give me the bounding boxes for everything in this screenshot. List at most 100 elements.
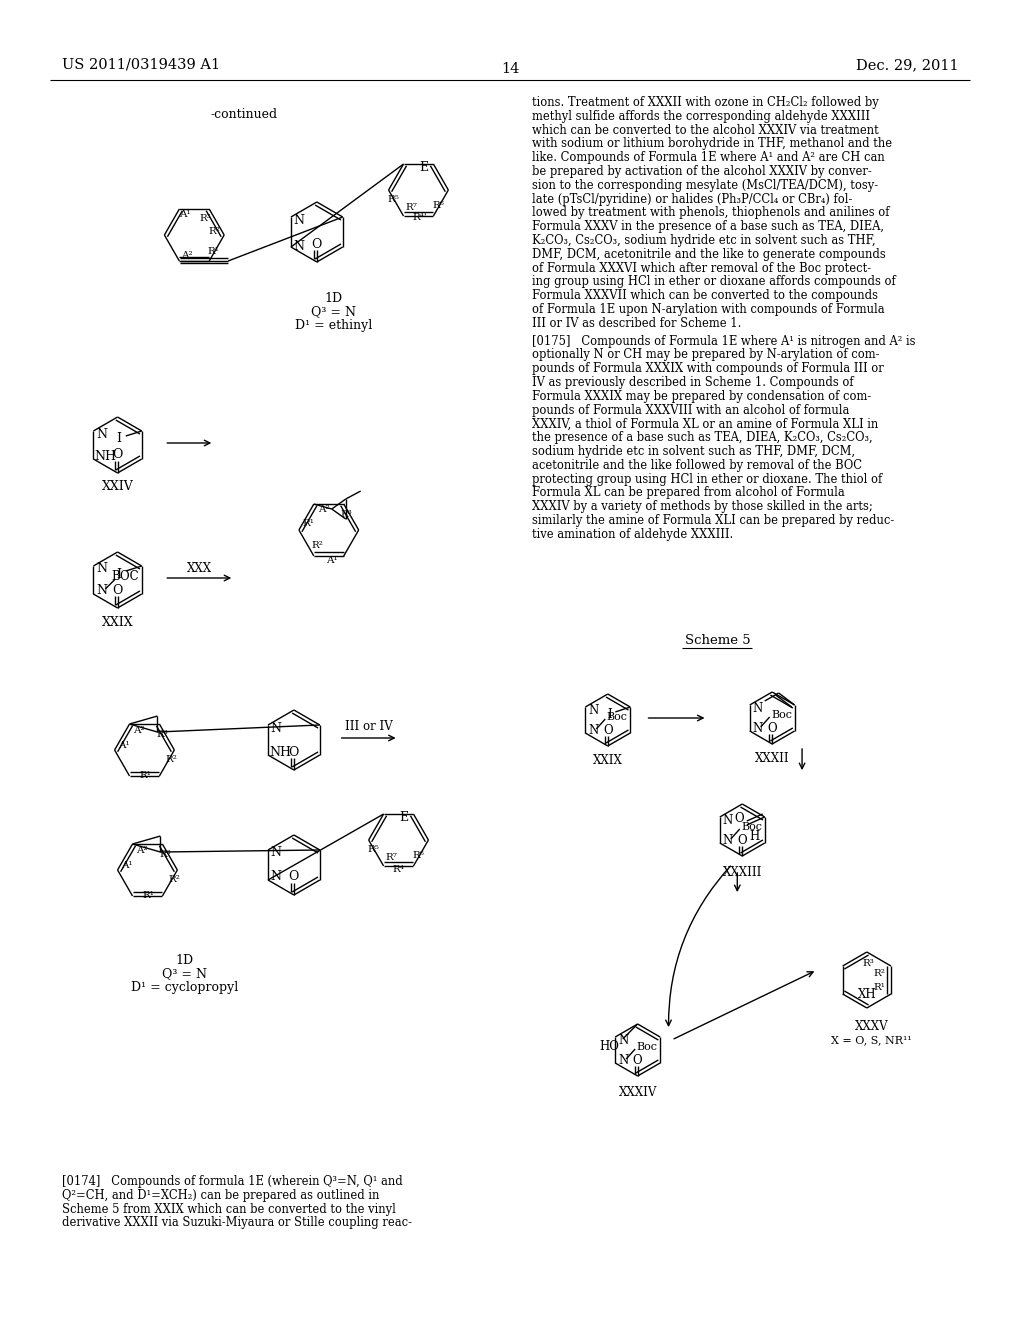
Text: [0175]   Compounds of Formula 1E where A¹ is nitrogen and A² is: [0175] Compounds of Formula 1E where A¹ … [532, 334, 915, 347]
Text: Q²=CH, and D¹=XCH₂) can be prepared as outlined in: Q²=CH, and D¹=XCH₂) can be prepared as o… [61, 1189, 379, 1201]
Text: R⁴: R⁴ [392, 866, 404, 874]
Text: N: N [618, 1034, 629, 1047]
Text: O: O [737, 833, 748, 846]
Text: R⁵: R⁵ [368, 846, 380, 854]
Text: R²: R² [873, 969, 885, 978]
Text: R¹: R¹ [873, 983, 885, 993]
Text: O: O [767, 722, 777, 734]
Text: Boc: Boc [637, 1041, 657, 1052]
Text: [0174]   Compounds of formula 1E (wherein Q³=N, Q¹ and: [0174] Compounds of formula 1E (wherein … [61, 1175, 402, 1188]
Text: -continued: -continued [211, 108, 278, 121]
Text: optionally N or CH may be prepared by N-arylation of com-: optionally N or CH may be prepared by N-… [532, 348, 880, 362]
Text: I: I [607, 709, 611, 722]
Text: of Formula 1E upon N-arylation with compounds of Formula: of Formula 1E upon N-arylation with comp… [532, 304, 885, 315]
Text: R³: R³ [200, 214, 211, 223]
Text: sodium hydride etc in solvent such as THF, DMF, DCM,: sodium hydride etc in solvent such as TH… [532, 445, 855, 458]
Text: XXXV: XXXV [855, 1019, 889, 1032]
Text: like. Compounds of Formula 1E where A¹ and A² are CH can: like. Compounds of Formula 1E where A¹ a… [532, 152, 885, 164]
Text: XXIX: XXIX [101, 615, 133, 628]
Text: A¹: A¹ [118, 741, 129, 750]
Text: K₂CO₃, Cs₂CO₃, sodium hydride etc in solvent such as THF,: K₂CO₃, Cs₂CO₃, sodium hydride etc in sol… [532, 234, 876, 247]
Text: I: I [117, 568, 121, 581]
Text: BOC: BOC [112, 569, 139, 582]
Text: Formula XL can be prepared from alcohol of Formula: Formula XL can be prepared from alcohol … [532, 486, 845, 499]
Text: which can be converted to the alcohol XXXIV via treatment: which can be converted to the alcohol XX… [532, 124, 879, 136]
Text: N: N [294, 214, 304, 227]
Text: N: N [270, 846, 282, 859]
Text: similarly the amine of Formula XLI can be prepared by reduc-: similarly the amine of Formula XLI can b… [532, 513, 894, 527]
Text: DMF, DCM, acetonitrile and the like to generate compounds: DMF, DCM, acetonitrile and the like to g… [532, 248, 886, 261]
Text: Scheme 5 from XXIX which can be converted to the vinyl: Scheme 5 from XXIX which can be converte… [61, 1203, 395, 1216]
Text: R²: R² [208, 227, 220, 235]
Text: O: O [113, 583, 123, 597]
Text: be prepared by activation of the alcohol XXXIV by conver-: be prepared by activation of the alcohol… [532, 165, 871, 178]
Text: NH: NH [269, 747, 291, 759]
Text: X = O, S, NR¹¹: X = O, S, NR¹¹ [831, 1035, 912, 1045]
Text: O: O [311, 238, 322, 251]
Text: Q³ = N: Q³ = N [311, 305, 356, 318]
Text: Q³ = N: Q³ = N [162, 968, 207, 981]
Text: O: O [603, 723, 612, 737]
Text: R²: R² [312, 541, 324, 550]
Text: NH: NH [94, 450, 117, 463]
Text: pounds of Formula XXXVIII with an alcohol of formula: pounds of Formula XXXVIII with an alcoho… [532, 404, 850, 417]
Text: N: N [294, 240, 304, 253]
Text: N: N [753, 701, 763, 714]
Text: R⁷: R⁷ [386, 854, 397, 862]
Text: R¹: R¹ [142, 891, 155, 900]
Text: R⁶: R⁶ [432, 202, 444, 210]
Text: O: O [113, 449, 123, 462]
Text: HO: HO [600, 1040, 620, 1052]
Text: Dec. 29, 2011: Dec. 29, 2011 [856, 58, 958, 73]
Text: N: N [270, 870, 282, 883]
Text: sion to the corresponding mesylate (MsCl/TEA/DCM), tosy-: sion to the corresponding mesylate (MsCl… [532, 178, 879, 191]
Text: 1D: 1D [175, 953, 194, 966]
Text: A²: A² [135, 846, 147, 854]
Text: R⁵: R⁵ [388, 195, 399, 205]
Text: R³: R³ [863, 960, 874, 969]
Text: Boc: Boc [771, 710, 793, 719]
Text: A²: A² [318, 504, 330, 513]
Text: R⁶: R⁶ [413, 851, 424, 861]
Text: acetonitrile and the like followed by removal of the BOC: acetonitrile and the like followed by re… [532, 459, 862, 471]
Text: Formula XXXIX may be prepared by condensation of com-: Formula XXXIX may be prepared by condens… [532, 389, 871, 403]
Text: III or IV as described for Scheme 1.: III or IV as described for Scheme 1. [532, 317, 741, 330]
Text: III or IV: III or IV [345, 721, 392, 734]
Text: XXXIV: XXXIV [618, 1085, 656, 1098]
Text: R³: R³ [341, 510, 352, 519]
Text: XXXIV, a thiol of Formula XL or an amine of Formula XLI in: XXXIV, a thiol of Formula XL or an amine… [532, 417, 879, 430]
Text: Scheme 5: Scheme 5 [685, 634, 751, 647]
Text: US 2011/0319439 A1: US 2011/0319439 A1 [61, 58, 220, 73]
Text: late (pTsCl/pyridine) or halides (Ph₃P/CCl₄ or CBr₄) fol-: late (pTsCl/pyridine) or halides (Ph₃P/C… [532, 193, 852, 206]
Text: A¹: A¹ [326, 557, 338, 565]
Text: O: O [734, 813, 743, 825]
Text: pounds of Formula XXXIX with compounds of Formula III or: pounds of Formula XXXIX with compounds o… [532, 362, 884, 375]
Text: lowed by treatment with phenols, thiophenols and anilines of: lowed by treatment with phenols, thiophe… [532, 206, 890, 219]
Text: A¹: A¹ [179, 210, 191, 219]
Text: R⁷: R⁷ [406, 203, 418, 213]
Text: methyl sulfide affords the corresponding aldehyde XXXIII: methyl sulfide affords the corresponding… [532, 110, 870, 123]
Text: derivative XXXII via Suzuki-Miyaura or Stille coupling reac-: derivative XXXII via Suzuki-Miyaura or S… [61, 1217, 412, 1229]
Text: with sodium or lithium borohydride in THF, methanol and the: with sodium or lithium borohydride in TH… [532, 137, 892, 150]
Text: XXIX: XXIX [593, 754, 623, 767]
Text: O: O [289, 870, 299, 883]
Text: N: N [723, 813, 733, 826]
Text: N: N [96, 562, 106, 576]
Text: XXXIV by a variety of methods by those skilled in the arts;: XXXIV by a variety of methods by those s… [532, 500, 872, 513]
Text: N: N [96, 428, 106, 441]
Text: D¹ = cyclopropyl: D¹ = cyclopropyl [131, 982, 238, 994]
Text: Boc: Boc [606, 711, 628, 722]
Text: 1D: 1D [325, 292, 343, 305]
Text: XXXIII: XXXIII [723, 866, 762, 879]
Text: of Formula XXXVI which after removal of the Boc protect-: of Formula XXXVI which after removal of … [532, 261, 871, 275]
Text: N: N [270, 722, 282, 734]
Text: 14: 14 [501, 62, 519, 77]
Text: O: O [633, 1053, 642, 1067]
Text: N: N [723, 834, 733, 847]
Text: Formula XXXV in the presence of a base such as TEA, DIEA,: Formula XXXV in the presence of a base s… [532, 220, 884, 234]
Text: protecting group using HCl in ether or dioxane. The thiol of: protecting group using HCl in ether or d… [532, 473, 883, 486]
Text: R²: R² [168, 875, 180, 884]
Text: XXIV: XXIV [101, 480, 133, 494]
Text: R³: R³ [157, 730, 168, 738]
Text: R¹: R¹ [139, 771, 152, 780]
